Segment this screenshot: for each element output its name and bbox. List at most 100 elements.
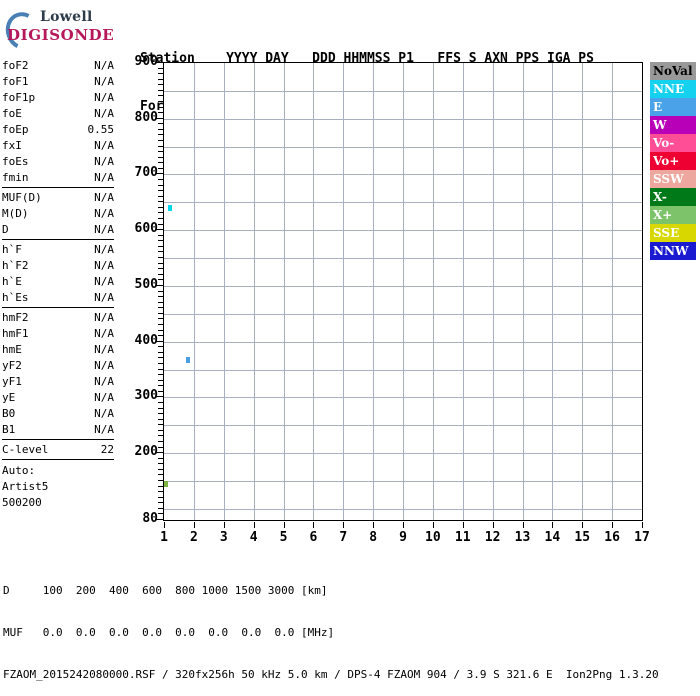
y-axis-tick [158, 496, 163, 498]
legend-item-nnw[interactable]: NNW [650, 242, 696, 260]
y-axis-tick [155, 452, 163, 454]
param-value: N/A [94, 155, 114, 168]
param-row: hmF2 N/A [2, 310, 114, 326]
param-row: MUF(D) N/A [2, 190, 114, 206]
param-value: 22 [100, 443, 114, 456]
gridline-vertical [343, 63, 345, 520]
y-axis-tick [158, 245, 163, 247]
param-name: h`E [2, 275, 22, 288]
logo-digisonde-text: DIGISONDE [7, 26, 115, 44]
y-axis-tick [158, 507, 163, 509]
param-group: foF2 N/A foF1 N/A foF1p N/A foE N/A foEp 0.55 fxI N… [2, 58, 114, 188]
gridline-vertical [552, 63, 554, 520]
gridline-vertical [193, 63, 195, 520]
x-axis-tick-label: 2 [189, 530, 198, 545]
y-axis-tick [158, 479, 163, 481]
legend-item-e[interactable]: E [650, 98, 696, 116]
param-name: fmin [2, 171, 29, 184]
legend-item-w[interactable]: W [650, 116, 696, 134]
x-axis-tick [612, 522, 614, 528]
x-axis-tick-label: 1 [160, 530, 168, 545]
y-axis-tick [158, 89, 163, 91]
param-row: fmin N/A [2, 170, 114, 186]
gridline-vertical [432, 63, 434, 520]
y-axis-tick [158, 468, 163, 470]
gridline-vertical [283, 63, 285, 520]
y-axis-tick [155, 396, 163, 398]
legend-item-x-[interactable]: X- [650, 188, 696, 206]
y-axis-tick [158, 234, 163, 236]
param-name: B1 [2, 423, 16, 436]
param-row: h`F2 N/A [2, 258, 114, 274]
param-row: h`E N/A [2, 274, 114, 290]
legend-item-vo-[interactable]: Vo+ [650, 152, 696, 170]
x-axis-tick [223, 522, 225, 528]
y-axis-labels: 900 800 700 600 500 400 300 200 80 [108, 54, 158, 526]
gridline-vertical [403, 63, 404, 520]
y-axis-tick [155, 284, 163, 286]
y-axis-tick [158, 212, 163, 214]
y-axis-tick [158, 67, 163, 69]
x-axis-tick [283, 522, 285, 528]
y-axis-tick [158, 156, 163, 158]
param-name: yE [2, 391, 16, 404]
legend-item-x-[interactable]: X+ [650, 206, 696, 224]
param-name: D [2, 223, 9, 236]
y-axis-tick [158, 502, 163, 504]
param-group: C-level 22 [2, 442, 114, 460]
y-axis-tick [158, 218, 163, 220]
param-group: MUF(D) N/A M(D) N/A D N/A [2, 190, 114, 240]
x-axis-tick [343, 522, 345, 528]
y-axis-tick [158, 418, 163, 420]
x-axis-tick-label: 11 [454, 530, 471, 545]
param-value: N/A [94, 391, 114, 404]
param-name: foE [2, 107, 22, 120]
gridline-horizontal [164, 230, 642, 232]
x-axis-tick [642, 522, 643, 528]
y-axis-tick [158, 357, 163, 359]
ionogram-plot-area[interactable] [163, 62, 643, 521]
y-axis-tick [158, 223, 163, 225]
y-axis-tick [155, 62, 163, 63]
y-axis-tick [158, 240, 163, 242]
x-axis-tick-label: 7 [339, 530, 348, 545]
y-axis-tick [158, 435, 163, 437]
y-axis-tick [158, 457, 163, 459]
footer-file-row: FZAOM_2015242080000.RSF / 320fx256h 50 k… [3, 668, 659, 681]
x-axis-tick [164, 522, 165, 528]
y-axis-tick [158, 128, 163, 130]
param-row: hmE N/A [2, 342, 114, 358]
y-axis-tick [158, 257, 163, 259]
param-value: N/A [94, 75, 114, 88]
y-axis-tick [158, 323, 163, 325]
param-row: B0 N/A [2, 406, 114, 422]
footer-muf-row: MUF 0.0 0.0 0.0 0.0 0.0 0.0 0.0 0.0 [MHz… [3, 626, 335, 639]
y-axis-tick [158, 184, 163, 186]
logo-lowell-text: Lowell [40, 9, 93, 25]
y-axis-tick [158, 195, 163, 197]
param-row: foF2 N/A [2, 58, 114, 74]
param-value: 0.55 [87, 123, 115, 136]
y-axis-tick [158, 123, 163, 125]
legend-item-sse[interactable]: SSE [650, 224, 696, 242]
legend-item-nne[interactable]: NNE [650, 80, 696, 98]
legend-item-noval[interactable]: NoVal [650, 62, 696, 80]
footer-d-row: D 100 200 400 600 800 1000 1500 3000 [km… [3, 584, 328, 597]
y-axis-tick [158, 190, 163, 192]
param-value: N/A [94, 91, 114, 104]
y-axis-tick [158, 491, 163, 493]
legend-item-ssw[interactable]: SSW [650, 170, 696, 188]
y-axis-tick [155, 117, 163, 119]
y-axis-ticks [155, 62, 163, 521]
x-axis-tick-label: 6 [309, 530, 318, 545]
y-axis-tick [158, 335, 163, 337]
ionogram-parameters-panel: foF2 N/A foF1 N/A foF1p N/A foE N/A foEp 0.55 fxI N… [2, 58, 114, 511]
y-axis-tick [158, 474, 163, 476]
auto-line: Auto: [2, 464, 36, 477]
param-row: foF1p N/A [2, 90, 114, 106]
legend-item-vo-[interactable]: Vo- [650, 134, 696, 152]
gridline-horizontal [164, 118, 642, 120]
y-axis-tick [158, 273, 163, 275]
param-name: M(D) [2, 207, 29, 220]
param-value: N/A [94, 423, 114, 436]
